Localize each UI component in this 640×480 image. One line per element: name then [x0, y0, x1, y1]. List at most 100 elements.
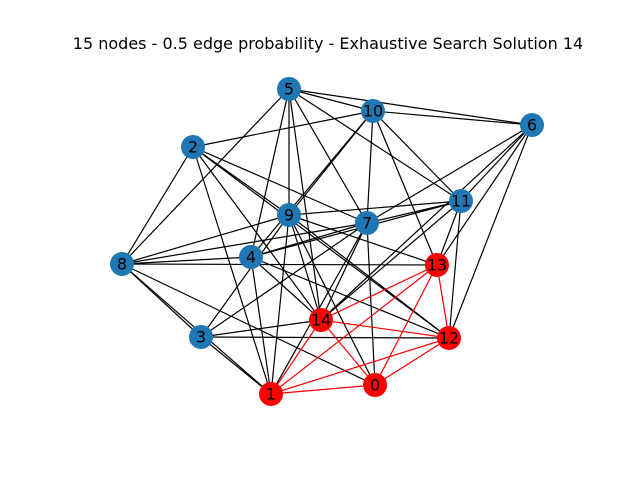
node-label: 5 [284, 80, 294, 99]
edge-6-7 [366, 124, 533, 224]
edge-1-0 [270, 384, 376, 395]
edge-7-0 [366, 222, 376, 386]
edge-5-10 [288, 88, 374, 112]
edge-5-6 [288, 88, 533, 126]
edge-10-11 [372, 110, 462, 202]
edge-9-14 [288, 214, 322, 321]
node-label: 9 [284, 206, 294, 225]
node-circle [425, 253, 449, 277]
node-6: 6 [520, 113, 544, 137]
edge-3-14 [200, 319, 322, 338]
edge-8-0 [121, 263, 376, 386]
node-14: 14 [309, 308, 333, 332]
edge-10-6 [372, 110, 533, 126]
node-label: 12 [439, 329, 459, 348]
node-10: 10 [361, 99, 385, 123]
edge-9-13 [288, 214, 438, 266]
edge-7-4 [250, 222, 368, 258]
edge-layer [121, 88, 533, 395]
node-label: 7 [362, 214, 372, 233]
node-circle [277, 203, 301, 227]
node-5: 5 [277, 77, 301, 101]
edge-11-7 [366, 200, 462, 224]
edge-1-13 [270, 264, 438, 395]
edge-9-1 [270, 214, 290, 395]
edge-4-14 [250, 256, 322, 321]
node-9: 9 [277, 203, 301, 227]
figure-title: 15 nodes - 0.5 edge probability - Exhaus… [73, 34, 583, 53]
node-label: 3 [196, 328, 206, 347]
edge-1-12 [270, 337, 450, 395]
node-circle [239, 245, 263, 269]
edge-2-12 [192, 146, 450, 339]
edge-9-12 [288, 214, 450, 339]
edge-7-14 [320, 222, 368, 321]
edge-5-11 [288, 88, 462, 202]
node-label: 13 [427, 256, 447, 275]
edge-11-14 [320, 200, 462, 321]
node-circle [189, 325, 213, 349]
node-label: 0 [370, 376, 380, 395]
edge-2-7 [192, 146, 368, 224]
node-circle [181, 135, 205, 159]
edge-5-8 [121, 88, 290, 265]
edge-11-12 [448, 200, 462, 339]
edge-7-8 [121, 222, 368, 265]
edge-10-2 [192, 110, 374, 148]
edge-6-11 [460, 124, 533, 202]
edge-5-7 [288, 88, 368, 224]
edge-9-8 [121, 214, 290, 265]
node-0: 0 [363, 373, 387, 397]
node-label: 14 [311, 311, 331, 330]
node-label: 2 [188, 138, 198, 157]
node-13: 13 [425, 253, 449, 277]
node-3: 3 [189, 325, 213, 349]
node-11: 11 [449, 189, 473, 213]
node-8: 8 [110, 252, 134, 276]
edge-4-1 [250, 256, 272, 395]
node-2: 2 [181, 135, 205, 159]
edge-2-1 [192, 146, 272, 395]
edge-10-7 [366, 110, 374, 224]
edge-9-3 [200, 214, 290, 338]
node-circle [361, 99, 385, 123]
edge-3-1 [200, 336, 272, 395]
edge-4-12 [250, 256, 450, 339]
edge-8-13 [121, 263, 438, 266]
node-12: 12 [437, 326, 461, 350]
node-circle [520, 113, 544, 137]
edge-6-12 [448, 124, 533, 339]
edge-2-14 [192, 146, 322, 321]
edge-0-14 [320, 319, 376, 386]
edge-0-12 [374, 337, 450, 386]
node-circle [309, 308, 333, 332]
node-label: 6 [527, 116, 537, 135]
node-circle [355, 211, 379, 235]
edge-5-4 [250, 88, 290, 258]
node-label: 10 [363, 102, 383, 121]
edge-2-8 [121, 146, 194, 265]
node-circle [449, 189, 473, 213]
edge-5-14 [288, 88, 322, 321]
edge-0-13 [374, 264, 438, 386]
edge-9-0 [288, 214, 376, 386]
node-4: 4 [239, 245, 263, 269]
node-label: 1 [266, 385, 276, 404]
node-circle [437, 326, 461, 350]
node-1: 1 [259, 382, 283, 406]
edge-10-4 [250, 110, 374, 258]
edge-6-13 [436, 124, 533, 266]
edge-7-3 [200, 222, 368, 338]
edge-8-4 [121, 256, 252, 265]
node-circle [277, 77, 301, 101]
edge-12-13 [436, 264, 450, 339]
edge-11-9 [288, 200, 462, 216]
edge-3-12 [200, 336, 450, 339]
node-circle [259, 382, 283, 406]
edge-6-14 [320, 124, 533, 321]
node-circle [110, 252, 134, 276]
node-7: 7 [355, 211, 379, 235]
edge-1-14 [270, 319, 322, 395]
